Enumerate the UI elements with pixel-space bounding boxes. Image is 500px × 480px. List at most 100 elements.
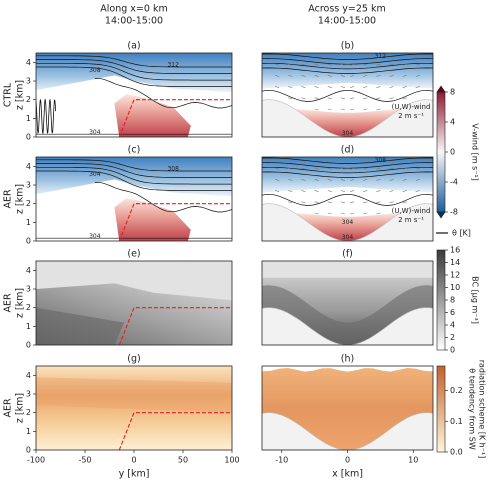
wind-arrow [402, 167, 407, 170]
wind-arrow [415, 167, 420, 170]
wind-arrow [376, 190, 381, 192]
wind-arrow [363, 190, 368, 192]
reference-line [118, 203, 232, 241]
wind-arrow [415, 63, 420, 66]
panel-title: (b) [341, 41, 354, 52]
wind-arrow [301, 167, 306, 170]
x-tick-label: 50 [178, 456, 188, 465]
y-tick-label: 1 [26, 218, 31, 227]
wind-arrow [288, 201, 293, 204]
colorbar-tick-label: 14 [450, 258, 460, 267]
wind-arrow [327, 179, 332, 181]
wind-arrow [301, 63, 306, 66]
wind-arrow [288, 86, 293, 88]
column-subtitle: 14:00-15:00 [105, 16, 163, 27]
blue-region [262, 53, 433, 89]
colorbar [436, 365, 446, 453]
contour-line [262, 162, 433, 169]
wind-arrow [376, 63, 381, 66]
reference-line [118, 307, 232, 345]
wind-arrow [415, 75, 420, 77]
wind-arrow [314, 86, 319, 88]
wind-arrow [340, 212, 345, 215]
wind-arrow [415, 179, 420, 181]
wind-arrow [350, 86, 355, 88]
red-region [294, 109, 401, 137]
wind-arrow [301, 97, 306, 100]
colorbar-tick-label: 0.2 [450, 386, 463, 395]
panel-field [36, 261, 232, 345]
colorbar-tick-label: 6 [450, 308, 455, 317]
colorbar-tick-label: 0 [450, 148, 455, 157]
wind-arrow [314, 167, 319, 170]
y-tick-label: 2 [26, 408, 31, 417]
row-label: AER [3, 398, 14, 418]
x-tick-label: 0 [345, 456, 350, 465]
contour-label: 308 [89, 67, 101, 74]
sw-region [36, 377, 232, 413]
wind-arrow [314, 97, 319, 100]
y-tick-label: 2 [26, 199, 31, 208]
wind-arrow [376, 86, 381, 88]
wind-arrow [301, 201, 306, 204]
wind-arrow [340, 75, 345, 77]
wind-arrow [314, 190, 319, 192]
ground-line [36, 98, 56, 135]
colorbar-tick-label: 4 [450, 321, 455, 330]
wind-arrow [275, 75, 280, 77]
colorbar-tick-label: 0.0 [450, 448, 463, 457]
wind-arrow [350, 212, 355, 215]
wind-arrow [389, 63, 394, 66]
contour-label: 304 [342, 130, 354, 137]
contour-line [36, 55, 232, 68]
panel-field [36, 53, 232, 137]
colorbar-label: V-wind [m s⁻¹] [471, 123, 480, 181]
wind-arrow [389, 97, 394, 100]
wind-arrow [288, 190, 293, 192]
colorbar-tick-label: 0 [450, 346, 455, 355]
wind-arrow [363, 108, 368, 111]
y-tick-label: 4 [26, 58, 31, 67]
contour-line [36, 166, 232, 185]
wind-arrow [363, 201, 368, 204]
panel-title: (h) [341, 354, 354, 365]
wind-arrow [402, 86, 407, 88]
colorbar-extension [436, 85, 446, 93]
wind-arrow [363, 167, 368, 170]
wind-arrow [275, 190, 280, 192]
wind-arrow [288, 97, 293, 100]
wind-arrow [376, 167, 381, 170]
contour-line [36, 159, 232, 172]
y-tick-label: 0 [26, 237, 31, 246]
wind-arrow [301, 190, 306, 192]
wind-arrow [340, 97, 345, 100]
wind-arrow [389, 75, 394, 77]
reference-line [118, 412, 232, 450]
contour-label: 304 [89, 233, 101, 240]
x-tick-label: -10 [275, 456, 288, 465]
contour-label: 304 [89, 171, 101, 178]
wind-arrow [350, 97, 355, 100]
wind-arrow [376, 201, 381, 204]
colorbar-extension [436, 211, 446, 219]
wind-arrow [340, 167, 345, 170]
contour-label: 304 [342, 234, 354, 241]
blue-region [36, 53, 232, 93]
wind-arrow [327, 190, 332, 192]
wind-arrow [288, 179, 293, 181]
colorbar [436, 249, 446, 351]
wind-arrow [402, 63, 407, 66]
y-axis-label: z [km] [15, 288, 26, 318]
y-tick-label: 2 [26, 95, 31, 104]
panel-frame [261, 156, 434, 242]
wind-arrow [389, 190, 394, 192]
wind-arrow [402, 201, 407, 204]
wind-arrow [363, 75, 368, 77]
panel-frame [35, 52, 233, 138]
panel-field [262, 261, 433, 345]
colorbar-tick-label: 4 [450, 118, 455, 127]
blue-region [36, 157, 232, 197]
bc-region [36, 307, 125, 345]
contour-line [36, 66, 232, 87]
